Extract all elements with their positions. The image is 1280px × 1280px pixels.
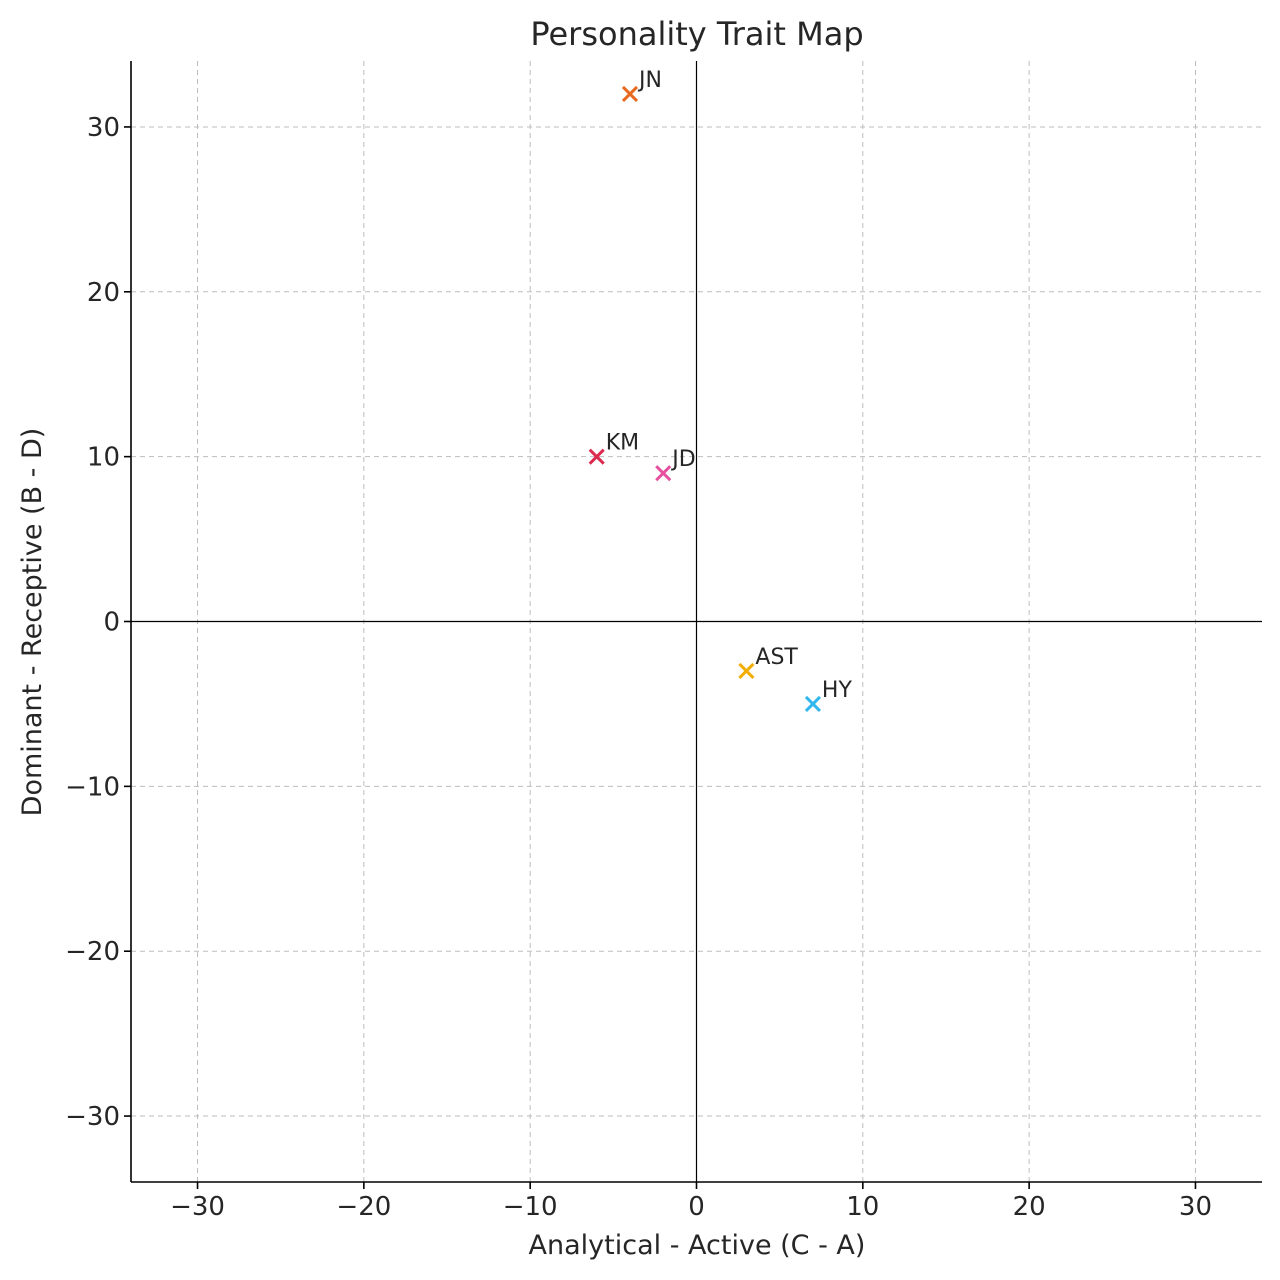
data-point-jn: JN [621, 68, 662, 103]
x-tick-label: −10 [503, 1192, 558, 1222]
data-points: JN KM JD AST HY [588, 68, 853, 712]
data-point-jd: JD [655, 447, 696, 482]
data-point-ast: AST [738, 645, 798, 680]
x-tick-label: 30 [1179, 1192, 1212, 1222]
data-point-hy: HY [804, 678, 853, 712]
x-tick-label: −20 [336, 1192, 391, 1222]
point-label: JN [637, 68, 662, 93]
y-tick-label: 20 [87, 278, 120, 308]
x-tick-label: 0 [688, 1192, 705, 1222]
x-tick-label: 20 [1013, 1192, 1046, 1222]
point-label: JD [670, 447, 695, 472]
point-label: HY [822, 678, 853, 703]
y-tick-label: 10 [87, 443, 120, 473]
zero-lines [131, 61, 1262, 1182]
axis-ticks: −30 −20 −10 0 10 20 30 −30 −20 −10 0 10 20 30 [65, 113, 1212, 1222]
data-point-km: KM [588, 431, 639, 465]
y-tick-label: −20 [65, 937, 120, 967]
point-marker-stroke [738, 662, 755, 680]
y-axis-label: Dominant - Receptive (B - D) [17, 428, 48, 817]
y-tick-label: 0 [103, 608, 120, 638]
chart-title: Personality Trait Map [530, 15, 863, 53]
x-tick-label: 10 [846, 1192, 879, 1222]
y-tick-label: −10 [65, 772, 120, 802]
y-tick-label: −30 [65, 1102, 120, 1132]
point-label: KM [606, 431, 639, 456]
x-axis-label: Analytical - Active (C - A) [529, 1230, 866, 1261]
point-label: AST [755, 645, 798, 670]
point-marker-stroke [655, 465, 672, 482]
point-marker-stroke [588, 448, 605, 465]
point-marker-stroke [804, 695, 821, 712]
point-marker-stroke [621, 85, 639, 103]
y-tick-label: 30 [87, 113, 120, 143]
x-tick-label: −30 [170, 1192, 225, 1222]
